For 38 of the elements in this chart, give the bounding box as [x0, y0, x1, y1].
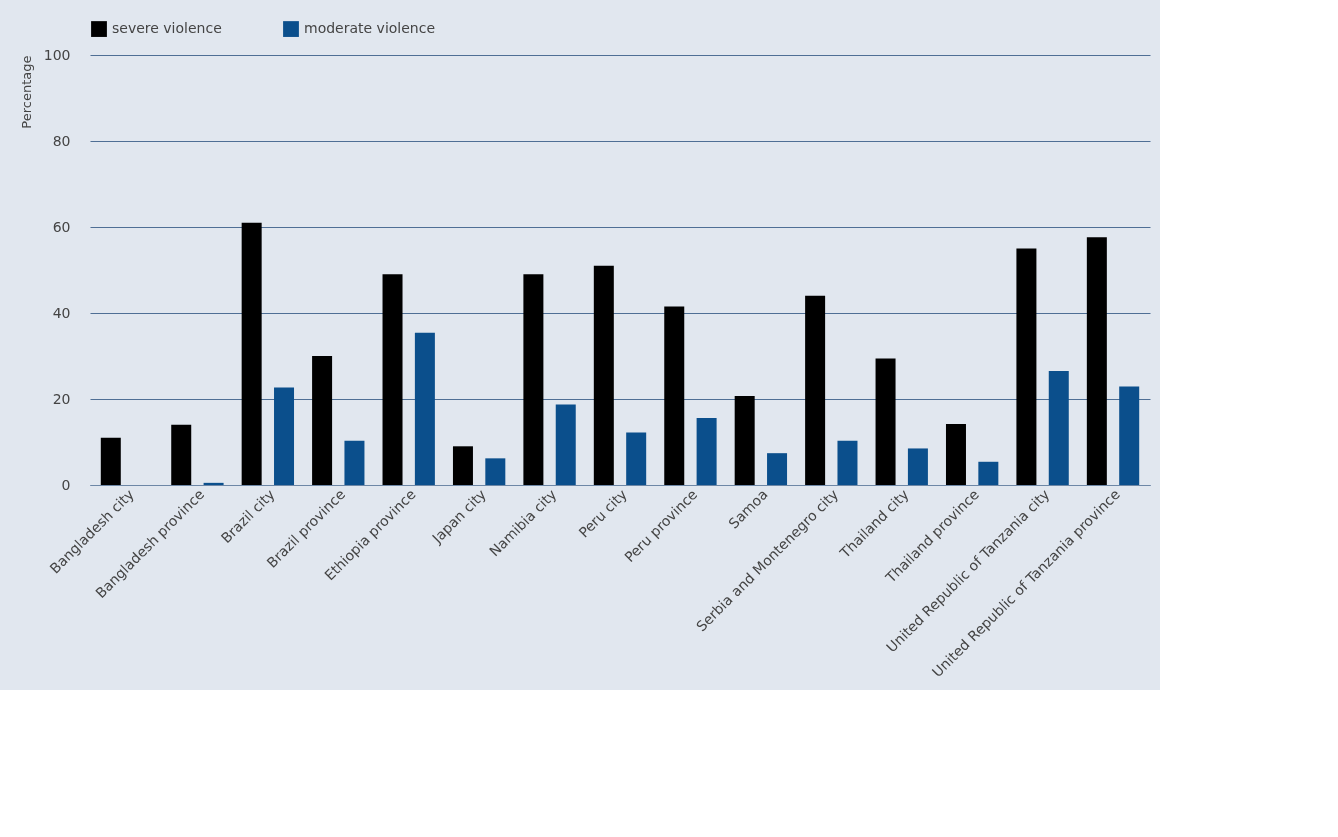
bar	[945, 423, 966, 485]
legend-label: severe violence	[112, 20, 222, 37]
bar	[767, 453, 788, 485]
bar	[734, 395, 755, 485]
bar	[274, 387, 295, 485]
bar	[978, 461, 999, 485]
y-tick-label: 60	[52, 218, 71, 235]
bar	[452, 446, 473, 485]
bar	[805, 295, 826, 485]
bar	[1048, 371, 1069, 485]
bar	[593, 265, 614, 485]
bar	[414, 332, 435, 485]
bar	[1016, 248, 1037, 485]
bar	[1086, 237, 1107, 485]
bar	[626, 432, 647, 485]
bar	[664, 306, 685, 485]
bar	[203, 482, 224, 485]
bar	[312, 356, 333, 485]
bar	[1119, 386, 1140, 485]
bar	[837, 440, 858, 485]
y-tick-label: 20	[52, 390, 71, 407]
legend-label: moderate violence	[304, 20, 436, 37]
bar	[875, 358, 896, 485]
bar	[344, 440, 365, 485]
y-tick-label: 80	[52, 132, 71, 149]
bar	[100, 437, 121, 485]
bar	[523, 274, 544, 485]
bar	[382, 274, 403, 485]
y-axis-title: Percentage	[18, 55, 34, 129]
bar	[171, 424, 192, 485]
bar	[485, 458, 506, 485]
bar	[241, 222, 262, 485]
bar	[907, 448, 928, 485]
y-tick-label: 40	[52, 304, 71, 321]
y-tick-label: 0	[61, 476, 71, 493]
bar	[555, 404, 576, 485]
bar	[696, 417, 717, 485]
y-tick-label: 100	[43, 46, 71, 63]
